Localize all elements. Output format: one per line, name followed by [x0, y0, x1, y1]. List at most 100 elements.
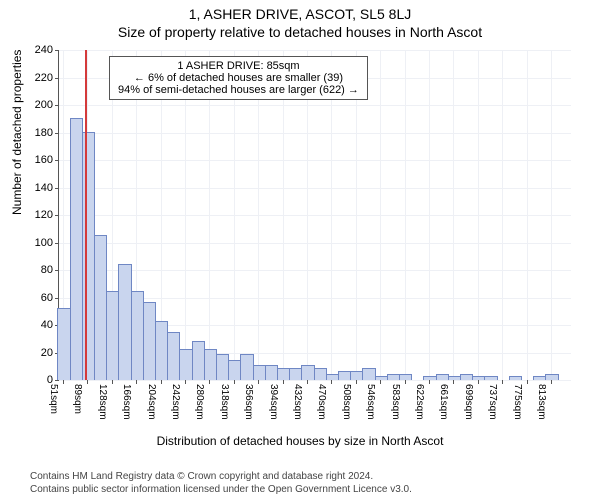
histogram-bar: [472, 376, 485, 380]
histogram-bar: [362, 368, 375, 380]
x-tick-label: 128sqm: [97, 384, 108, 420]
histogram-bar: [387, 374, 400, 381]
x-tick-label: 432sqm: [292, 384, 303, 420]
x-tick-label: 813sqm: [536, 384, 547, 420]
x-tick-mark: [429, 380, 430, 384]
x-tick-label: 622sqm: [414, 384, 425, 420]
footer-line-1: Contains HM Land Registry data © Crown c…: [30, 471, 412, 484]
annotation-line-2: ← 6% of detached houses are smaller (39): [118, 72, 359, 84]
gridline-v: [551, 50, 552, 380]
x-tick-label: 699sqm: [463, 384, 474, 420]
histogram-bar: [167, 332, 180, 380]
x-tick-label: 661sqm: [438, 384, 449, 420]
x-tick-label: 508sqm: [341, 384, 352, 420]
x-tick-mark: [63, 380, 64, 384]
x-tick-mark: [405, 380, 406, 384]
gridline-v: [453, 50, 454, 380]
y-tick-mark: [55, 298, 59, 299]
y-tick-mark: [55, 188, 59, 189]
x-tick-label: 470sqm: [316, 384, 327, 420]
y-tick-label: 40: [41, 319, 53, 331]
y-tick-label: 20: [41, 347, 53, 359]
histogram-bar: [423, 376, 436, 380]
histogram-bar: [314, 368, 327, 380]
histogram-bar: [448, 376, 461, 380]
x-tick-label: 204sqm: [146, 384, 157, 420]
gridline-v: [527, 50, 528, 380]
plot-region: 02040608010012014016018020022024051sqm89…: [58, 50, 571, 381]
y-axis-label: Number of detached properties: [10, 50, 24, 215]
y-tick-mark: [55, 105, 59, 106]
x-tick-mark: [502, 380, 503, 384]
x-tick-mark: [283, 380, 284, 384]
x-tick-label: 775sqm: [512, 384, 523, 420]
histogram-bar: [131, 291, 144, 380]
y-tick-mark: [55, 133, 59, 134]
histogram-bar: [179, 349, 192, 380]
annotation-line-3: 94% of semi-detached houses are larger (…: [118, 84, 359, 96]
footer-line-2: Contains public sector information licen…: [30, 484, 412, 497]
histogram-bar: [265, 365, 278, 380]
histogram-bar: [545, 374, 558, 381]
histogram-bar: [399, 374, 412, 381]
y-tick-mark: [55, 243, 59, 244]
y-tick-label: 120: [35, 209, 53, 221]
x-tick-label: 89sqm: [72, 384, 83, 414]
x-tick-label: 583sqm: [390, 384, 401, 420]
y-tick-mark: [55, 270, 59, 271]
histogram-bar: [106, 291, 119, 380]
histogram-bar: [509, 376, 522, 380]
x-tick-label: 546sqm: [365, 384, 376, 420]
y-tick-label: 140: [35, 182, 53, 194]
histogram-bar: [436, 374, 449, 381]
x-tick-label: 242sqm: [170, 384, 181, 420]
x-tick-mark: [185, 380, 186, 384]
x-tick-mark: [527, 380, 528, 384]
chart-area: 02040608010012014016018020022024051sqm89…: [58, 50, 570, 380]
histogram-bar: [375, 376, 388, 380]
histogram-bar: [350, 371, 363, 380]
histogram-bar: [484, 376, 497, 380]
x-tick-label: 356sqm: [243, 384, 254, 420]
x-tick-label: 318sqm: [219, 384, 230, 420]
y-tick-label: 200: [35, 99, 53, 111]
x-tick-mark: [453, 380, 454, 384]
y-tick-mark: [55, 50, 59, 51]
x-tick-label: 166sqm: [121, 384, 132, 420]
histogram-bar: [240, 354, 253, 380]
y-tick-label: 240: [35, 44, 53, 56]
address-title: 1, ASHER DRIVE, ASCOT, SL5 8LJ: [0, 0, 600, 22]
x-tick-label: 51sqm: [48, 384, 59, 414]
y-tick-label: 60: [41, 292, 53, 304]
x-tick-mark: [161, 380, 162, 384]
y-tick-mark: [55, 78, 59, 79]
annotation-box: 1 ASHER DRIVE: 85sqm← 6% of detached hou…: [109, 56, 368, 100]
chart-container: 1, ASHER DRIVE, ASCOT, SL5 8LJ Size of p…: [0, 0, 600, 500]
histogram-bar: [253, 365, 266, 380]
gridline-v: [429, 50, 430, 380]
x-tick-mark: [551, 380, 552, 384]
histogram-bar: [70, 118, 83, 380]
gridline-v: [405, 50, 406, 380]
y-tick-label: 160: [35, 154, 53, 166]
y-tick-label: 180: [35, 127, 53, 139]
property-marker-line: [85, 50, 87, 380]
x-tick-mark: [307, 380, 308, 384]
histogram-bar: [289, 368, 302, 380]
y-tick-mark: [55, 215, 59, 216]
x-tick-label: 280sqm: [194, 384, 205, 420]
gridline-v: [380, 50, 381, 380]
histogram-bar: [82, 132, 95, 381]
x-tick-mark: [87, 380, 88, 384]
histogram-bar: [228, 360, 241, 380]
x-tick-mark: [136, 380, 137, 384]
x-tick-mark: [112, 380, 113, 384]
gridline-v: [502, 50, 503, 380]
histogram-bar: [143, 302, 156, 380]
x-tick-mark: [209, 380, 210, 384]
histogram-bar: [533, 376, 546, 380]
histogram-bar: [301, 365, 314, 380]
y-tick-label: 100: [35, 237, 53, 249]
histogram-bar: [192, 341, 205, 381]
x-tick-mark: [380, 380, 381, 384]
